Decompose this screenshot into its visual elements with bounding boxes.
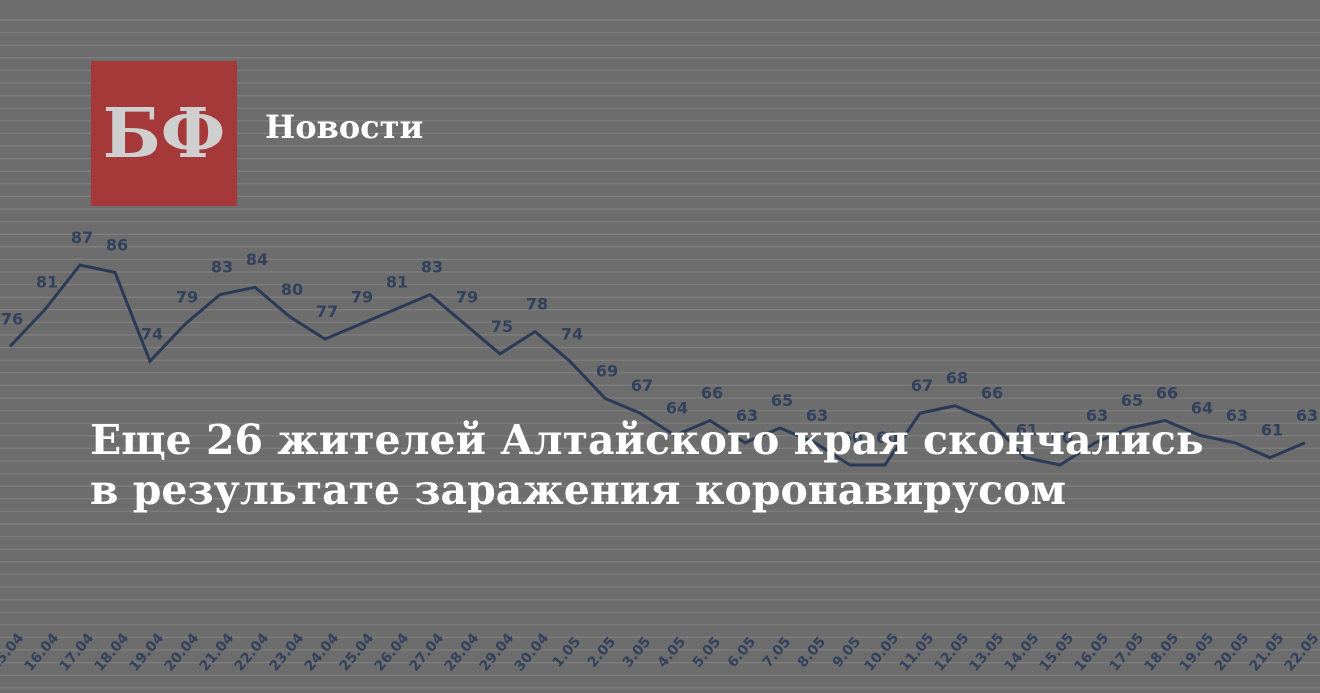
x-tick-label: 4.05 (655, 634, 689, 671)
data-label: 66 (981, 384, 1003, 403)
x-tick-label: 9.05 (830, 634, 864, 671)
data-label: 61 (1261, 421, 1283, 440)
data-label: 66 (701, 384, 723, 403)
x-tick-label: 8.05 (795, 634, 829, 671)
data-label: 64 (1191, 398, 1213, 417)
data-label: 76 (1, 309, 23, 328)
data-label: 65 (1121, 391, 1143, 410)
data-label: 61 (1016, 421, 1038, 440)
series-line (8, 263, 1306, 467)
data-label: 83 (211, 258, 233, 277)
x-tick-label: 6.05 (725, 634, 759, 671)
data-label: 78 (526, 295, 548, 314)
data-label: 74 (561, 324, 583, 343)
data-label: 86 (106, 235, 128, 254)
data-label: 81 (36, 272, 58, 291)
data-label: 60 (876, 428, 898, 447)
data-label: 67 (631, 376, 653, 395)
data-label: 63 (736, 406, 758, 425)
data-label: 80 (281, 280, 303, 299)
headline-line: в результате заражения коронавирусом (90, 466, 1067, 514)
data-label: 63 (1226, 406, 1248, 425)
headline: Еще 26 жителей Алтайского края скончалис… (90, 415, 1204, 515)
data-label: 69 (596, 361, 618, 380)
x-tick-label: 1.05 (550, 634, 584, 671)
data-label: 74 (141, 324, 163, 343)
data-label: 64 (666, 398, 688, 417)
data-label: 60 (1051, 428, 1073, 447)
data-label: 79 (176, 287, 198, 306)
section-name[interactable]: Новости (265, 108, 424, 146)
data-label: 83 (421, 258, 443, 277)
data-label: 67 (911, 376, 933, 395)
x-tick-label: 2.05 (585, 634, 619, 671)
data-label: 63 (1086, 406, 1108, 425)
data-label: 79 (351, 287, 373, 306)
logo[interactable]: БФ (91, 61, 237, 206)
data-label: 79 (456, 287, 478, 306)
data-label: 68 (946, 369, 968, 388)
data-label: 63 (1296, 406, 1318, 425)
data-label: 87 (71, 228, 93, 247)
data-label: 77 (316, 302, 338, 321)
data-label: 75 (491, 317, 513, 336)
data-label: 81 (386, 272, 408, 291)
x-tick-label: 3.05 (620, 634, 654, 671)
data-label: 66 (1156, 384, 1178, 403)
data-label: 84 (246, 250, 268, 269)
data-label: 60 (841, 428, 863, 447)
x-tick-label: 5.05 (690, 634, 724, 671)
data-label: 65 (771, 391, 793, 410)
x-tick-label: 7.05 (760, 634, 794, 671)
data-label: 63 (806, 406, 828, 425)
headline-line: Еще 26 жителей Алтайского края скончалис… (90, 416, 1204, 464)
